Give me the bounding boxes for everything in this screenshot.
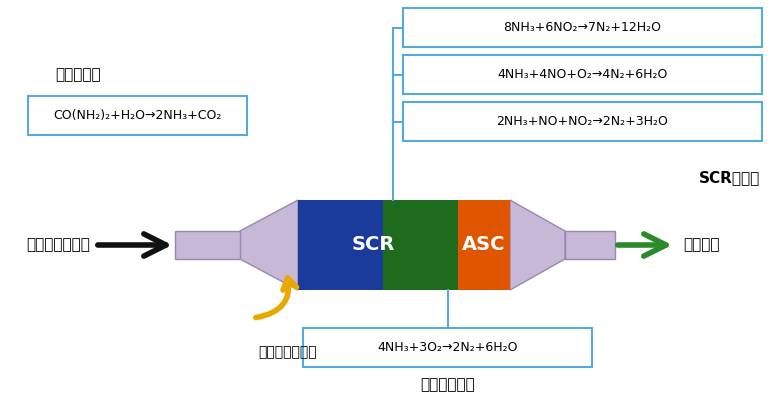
Text: 4NH₃+4NO+O₂→4N₂+6H₂O: 4NH₃+4NO+O₂→4N₂+6H₂O	[497, 68, 668, 81]
FancyBboxPatch shape	[403, 8, 762, 47]
Text: SCR催化剂: SCR催化剂	[699, 171, 760, 186]
Text: 排放达标: 排放达标	[683, 237, 719, 252]
FancyBboxPatch shape	[403, 102, 762, 141]
Text: ASC: ASC	[462, 236, 506, 255]
FancyArrowPatch shape	[255, 278, 297, 318]
Text: CO(NH₂)₂+H₂O→2NH₃+CO₂: CO(NH₂)₂+H₂O→2NH₃+CO₂	[53, 109, 222, 122]
Text: 氨氧化催化剂: 氨氧化催化剂	[420, 378, 475, 393]
FancyBboxPatch shape	[403, 55, 762, 94]
Polygon shape	[565, 231, 615, 259]
Text: 喷射尿素水溶液: 喷射尿素水溶液	[259, 345, 317, 359]
FancyBboxPatch shape	[28, 96, 247, 135]
Text: 水解还原剂: 水解还原剂	[55, 68, 101, 82]
Text: 4NH₃+3O₂→2N₂+6H₂O: 4NH₃+3O₂→2N₂+6H₂O	[377, 341, 518, 354]
Polygon shape	[298, 200, 383, 290]
Text: SCR: SCR	[351, 236, 394, 255]
Text: 8NH₃+6NO₂→7N₂+12H₂O: 8NH₃+6NO₂→7N₂+12H₂O	[504, 21, 662, 34]
Polygon shape	[175, 231, 240, 259]
Polygon shape	[240, 200, 298, 290]
Text: 2NH₃+NO+NO₂→2N₂+3H₂O: 2NH₃+NO+NO₂→2N₂+3H₂O	[497, 115, 669, 128]
Polygon shape	[510, 200, 565, 290]
Polygon shape	[458, 200, 510, 290]
Text: 发动机排放废气: 发动机排放废气	[26, 237, 90, 252]
Polygon shape	[383, 200, 458, 290]
FancyBboxPatch shape	[303, 328, 592, 367]
